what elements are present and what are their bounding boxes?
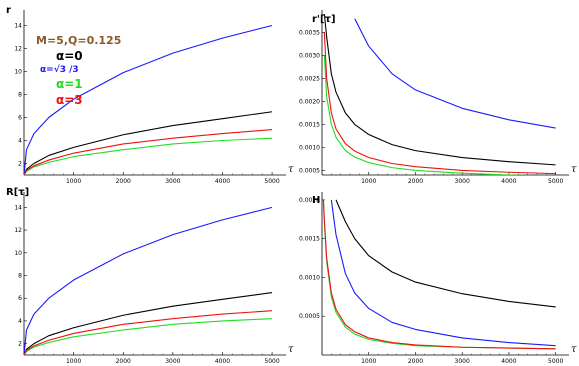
- x-tick-label: 1000: [66, 358, 81, 365]
- y-tick-label: 10: [14, 69, 22, 76]
- x-tick-label: 5000: [264, 358, 279, 365]
- x-tick-label: 5000: [264, 178, 279, 185]
- y-tick-label: 0.0005: [299, 167, 320, 174]
- legend-alpha-3: α=3: [56, 93, 83, 107]
- x-tick-label: 2000: [408, 358, 423, 365]
- x-tick-label: 2000: [116, 178, 131, 185]
- y-tick-label: 4: [18, 318, 22, 325]
- y-tick-label: 2: [18, 341, 22, 348]
- y-tick-label: 12: [14, 46, 22, 53]
- series-line-2: [24, 206, 273, 355]
- y-tick-label: 0.0015: [299, 121, 320, 128]
- y-axis-label: r: [6, 5, 11, 16]
- y-axis-label: R[τ]: [6, 187, 29, 198]
- series-line-3: [24, 137, 273, 175]
- x-axis-label: τ: [571, 344, 577, 355]
- panel-bottom-right: 1000 2000 3000 4000 5000 0.0005 0.0010 0.0015 0.…: [299, 192, 577, 365]
- y-tick-label: 4: [18, 138, 22, 145]
- y-axis-label: r'[τ]: [312, 14, 336, 25]
- panel-top-right: 1000 2000 3000 4000 5000 0.0005 0.0010 0.0015 0.…: [299, 10, 577, 185]
- x-axis-label: τ: [571, 164, 577, 175]
- series-line-1: [24, 291, 273, 355]
- series-line-4: [322, 199, 556, 350]
- y-tick-label: 8: [18, 273, 22, 280]
- legend: M=5,Q=0.125 α=0α=√3 /3 α=1 α=3: [36, 34, 121, 107]
- x-tick-label: 4000: [215, 178, 230, 185]
- x-tick-label: 1000: [361, 358, 376, 365]
- y-tick-label: 0.0015: [299, 236, 320, 243]
- y-tick-label: 0.0020: [299, 98, 320, 105]
- series-line-3: [24, 318, 273, 355]
- x-tick-label: 2000: [116, 358, 131, 365]
- y-tick-label: 0.0030: [299, 52, 320, 59]
- panel-top-left: 1000 2000 3000 4000 5000 2 4 6 8 10 12 14r τ: [6, 5, 294, 185]
- x-tick-label: 5000: [548, 358, 563, 365]
- legend-alpha-0: α=0: [56, 49, 83, 63]
- y-tick-label: 12: [14, 227, 22, 234]
- x-tick-label: 4000: [501, 178, 516, 185]
- series-line-4: [323, 32, 556, 175]
- y-tick-label: 0.0010: [299, 274, 320, 281]
- y-axis-label: H: [312, 195, 320, 206]
- y-tick-label: 0.0005: [299, 313, 320, 320]
- series-line-2: [24, 24, 273, 175]
- series-line-4: [24, 310, 273, 355]
- series-line-2: [354, 18, 556, 129]
- y-tick-label: 0.0010: [299, 144, 320, 151]
- x-tick-label: 4000: [215, 358, 230, 365]
- y-tick-label: 14: [14, 23, 22, 30]
- x-tick-label: 1000: [66, 178, 81, 185]
- y-tick-label: 0.0020: [299, 197, 320, 204]
- y-tick-label: 14: [14, 204, 22, 211]
- legend-params: M=5,Q=0.125: [36, 34, 121, 47]
- series-line-3: [322, 199, 556, 350]
- x-tick-label: 3000: [455, 178, 470, 185]
- x-axis-label: τ: [288, 344, 294, 355]
- x-tick-label: 3000: [165, 358, 180, 365]
- x-tick-label: 5000: [548, 178, 563, 185]
- x-axis-label: τ: [288, 164, 294, 175]
- y-tick-label: 2: [18, 161, 22, 168]
- series-line-4: [24, 129, 273, 175]
- series-line-2: [330, 199, 556, 347]
- y-tick-label: 6: [18, 295, 22, 302]
- y-tick-label: 0.0025: [299, 75, 320, 82]
- legend-alpha-1: α=1: [56, 77, 83, 91]
- y-tick-label: 10: [14, 250, 22, 257]
- y-tick-label: 6: [18, 115, 22, 122]
- panel-bottom-left: 1000 2000 3000 4000 5000 2 4 6 8 10 12 14 R[τ] τ: [6, 187, 294, 365]
- x-tick-label: 1000: [361, 178, 376, 185]
- x-tick-label: 3000: [455, 358, 470, 365]
- series-line-3: [323, 55, 528, 175]
- x-tick-label: 4000: [501, 358, 516, 365]
- series-line-1: [335, 199, 556, 308]
- legend-alpha-sqrt3-3: α=√3 /3: [40, 64, 79, 75]
- x-tick-label: 3000: [165, 178, 180, 185]
- y-tick-label: 8: [18, 92, 22, 99]
- series-line-1: [24, 111, 273, 175]
- x-tick-label: 2000: [408, 178, 423, 185]
- y-tick-label: 0.0035: [299, 29, 320, 36]
- series-line-1: [323, 13, 556, 166]
